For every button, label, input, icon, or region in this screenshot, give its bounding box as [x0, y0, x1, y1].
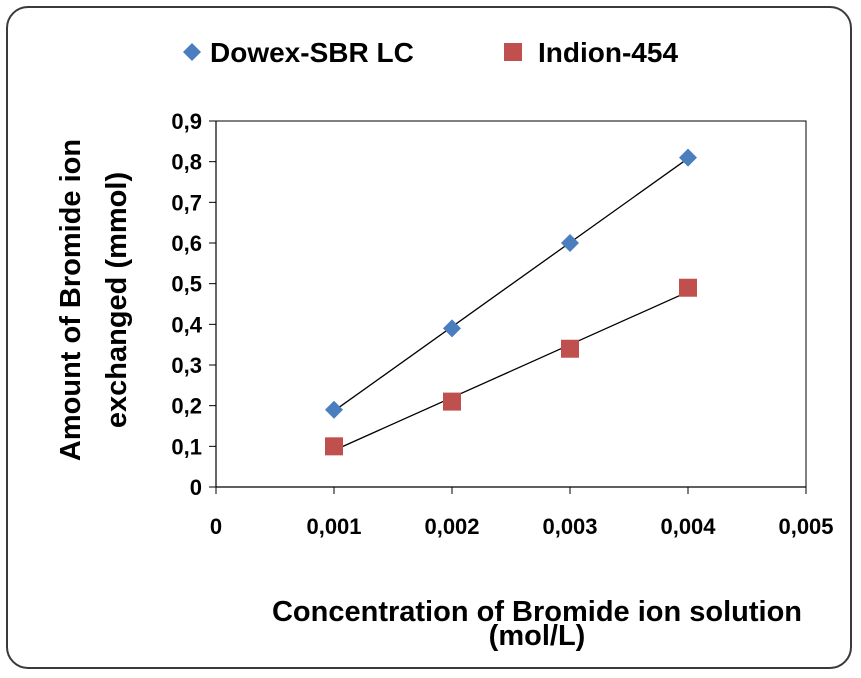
x-tick-label: 0,002 — [424, 514, 479, 539]
data-point-indion — [561, 339, 579, 358]
data-point-indion — [679, 278, 697, 297]
x-tick-label: 0,003 — [542, 514, 597, 539]
x-tick-label: 0,005 — [778, 514, 833, 539]
y-tick-label: 0,7 — [171, 190, 202, 215]
data-point-indion — [443, 392, 461, 411]
trendlines — [333, 157, 689, 451]
y-tick-label: 0 — [190, 475, 202, 500]
trendline-series-0 — [333, 157, 689, 412]
y-tick-label: 0,8 — [171, 150, 202, 175]
trendline-series-1 — [333, 291, 689, 451]
x-tick-label: 0,004 — [660, 514, 716, 539]
y-axis-title: Amount of Bromide ion exchanged (mmol) — [55, 139, 133, 461]
legend-label-dowex: Dowex-SBR LC — [210, 37, 414, 68]
y-tick-label: 0,1 — [171, 434, 202, 459]
legend-label-indion: Indion-454 — [538, 37, 678, 68]
y-tick-label: 0,2 — [171, 394, 202, 419]
legend: Dowex-SBR LC Indion-454 — [183, 37, 678, 68]
x-axis-title-line-1: Concentration of Bromide ion solution — [272, 596, 802, 628]
legend-marker-dowex — [183, 43, 201, 61]
chart-frame — [6, 6, 852, 669]
y-tick-label: 0,6 — [171, 231, 202, 256]
x-axis-title: Concentration of Bromide ion solution (m… — [272, 596, 802, 652]
x-axis-title-line-2: (mol/L) — [489, 620, 586, 652]
y-tick-label: 0,5 — [171, 272, 202, 297]
x-tick-label: 0 — [210, 514, 222, 539]
data-point-dowex — [325, 400, 343, 419]
data-point-dowex — [679, 148, 697, 167]
plot-area-border — [215, 120, 807, 488]
y-tick-label: 0,4 — [171, 312, 202, 337]
y-axis-title-line-2: exchanged (mmol) — [101, 172, 133, 428]
legend-marker-indion — [504, 43, 522, 61]
data-point-indion — [325, 437, 343, 456]
data-point-dowex — [443, 319, 461, 338]
y-axis-title-line-1: Amount of Bromide ion — [55, 139, 87, 461]
data-point-dowex — [561, 234, 579, 252]
data-markers — [325, 148, 697, 456]
plot-axes: 0 0,1 0,2 0,3 0,4 0,5 0,6 0,7 0,8 0,9 0 0,001 0,002 0… — [171, 109, 833, 539]
y-tick-label: 0,3 — [171, 353, 202, 378]
y-tick-label: 0,9 — [171, 109, 202, 134]
x-tick-label: 0,001 — [306, 514, 361, 539]
